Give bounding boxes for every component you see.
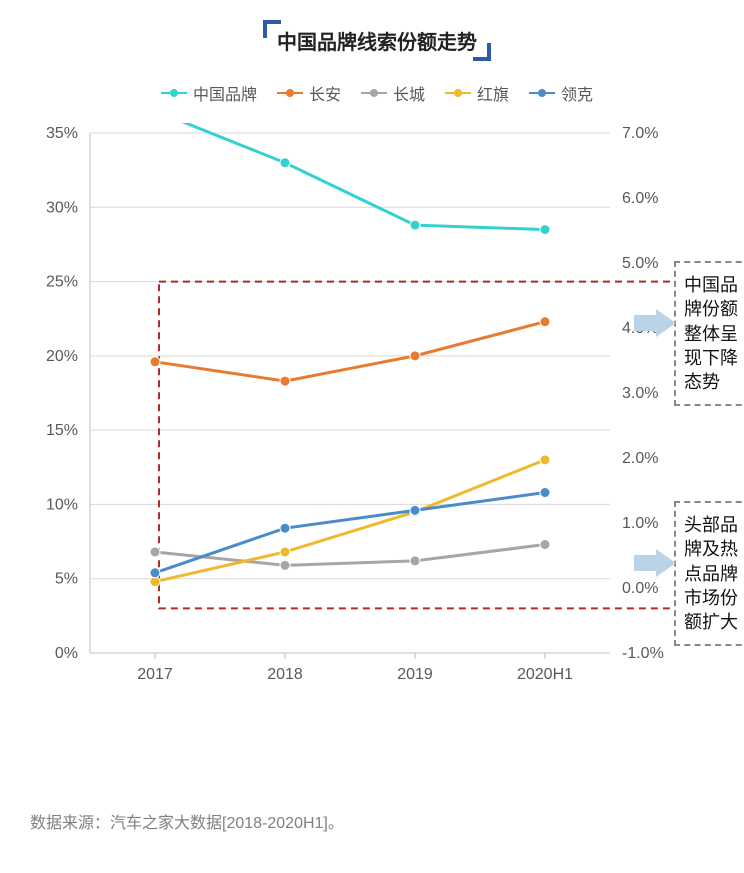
- svg-text:35%: 35%: [46, 125, 78, 142]
- svg-text:2018: 2018: [267, 666, 303, 683]
- svg-text:15%: 15%: [46, 422, 78, 439]
- legend-item: 中国品牌: [161, 81, 257, 105]
- svg-text:3.0%: 3.0%: [622, 385, 658, 402]
- callout-box: 中国品牌份额整体呈现下降态势: [674, 261, 744, 406]
- legend: 中国品牌 长安 长城 红旗 领克: [20, 81, 734, 105]
- svg-text:20%: 20%: [46, 348, 78, 365]
- callout-arrow-icon: [656, 309, 676, 337]
- legend-item: 长城: [361, 81, 425, 105]
- legend-label: 领克: [561, 81, 593, 105]
- svg-text:7.0%: 7.0%: [622, 125, 658, 142]
- callout-arrow-icon: [656, 549, 676, 577]
- svg-text:2019: 2019: [397, 666, 433, 683]
- chart-title-row: 中国品牌线索份额走势: [20, 20, 734, 61]
- legend-item: 长安: [277, 81, 341, 105]
- svg-text:30%: 30%: [46, 199, 78, 216]
- svg-text:2020H1: 2020H1: [517, 666, 573, 683]
- line-chart: 0% 5% 10% 15% 20% 25% 30% 35% -1.0% 0.0% 1.0% 2.0% 3…: [30, 123, 670, 683]
- legend-label: 红旗: [477, 81, 509, 105]
- svg-text:5.0%: 5.0%: [622, 255, 658, 272]
- legend-label: 长城: [393, 81, 425, 105]
- svg-text:0%: 0%: [55, 645, 78, 662]
- svg-text:1.0%: 1.0%: [622, 515, 658, 532]
- legend-item: 领克: [529, 81, 593, 105]
- legend-item: 红旗: [445, 81, 509, 105]
- svg-text:25%: 25%: [46, 274, 78, 291]
- legend-label: 中国品牌: [193, 81, 257, 105]
- svg-text:6.0%: 6.0%: [622, 190, 658, 207]
- svg-text:10%: 10%: [46, 496, 78, 513]
- svg-text:2.0%: 2.0%: [622, 450, 658, 467]
- svg-text:5%: 5%: [55, 571, 78, 588]
- chart-title: 中国品牌线索份额走势: [263, 20, 491, 61]
- data-source: 数据来源：汽车之家大数据[2018-2020H1]。: [30, 809, 344, 833]
- chart-zone: 0% 5% 10% 15% 20% 25% 30% 35% -1.0% 0.0% 1.0% 2.0% 3…: [30, 123, 734, 683]
- legend-label: 长安: [309, 81, 341, 105]
- svg-text:0.0%: 0.0%: [622, 580, 658, 597]
- callout-box: 头部品牌及热点品牌市场份额扩大: [674, 501, 744, 646]
- svg-text:2017: 2017: [137, 666, 173, 683]
- svg-text:-1.0%: -1.0%: [622, 645, 664, 662]
